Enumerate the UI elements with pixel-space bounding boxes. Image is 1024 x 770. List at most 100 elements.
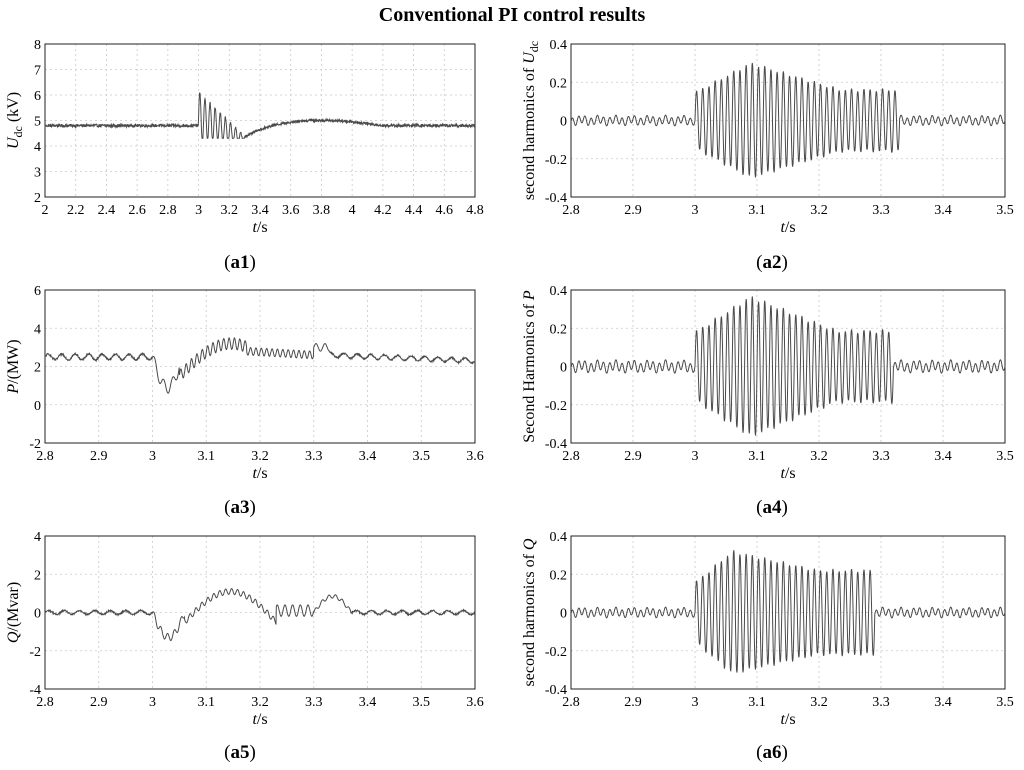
x-tick-label: 2 [42,203,49,218]
x-tick-label: 2.8 [562,203,580,218]
x-tick-label: 4.8 [466,203,484,218]
x-tick-label: 4.6 [436,203,454,218]
y-axis-label: Q/(Mvar) [5,582,22,643]
chart-a4: 2.8 2.9 3 3.1 3.2 3.3 3.4 3.5 -0.4 -0.2 0 0.2 0.4 t/s… [521,284,1014,482]
series-line-a5 [44,588,476,642]
y-tick-label: 0 [34,399,41,414]
x-tick-label: 2.8 [159,203,177,218]
y-tick-label: -0.2 [545,153,567,168]
x-tick-label: 3.2 [251,449,269,464]
chart-a6: 2.8 2.9 3 3.1 3.2 3.3 3.4 3.5 -0.4 -0.2 0 0.2 0.4 t/s… [521,530,1014,728]
x-tick-label: 2.2 [67,203,85,218]
x-tick-label: 2.9 [624,449,642,464]
y-tick-label: 0.4 [550,284,568,299]
caption-a4-label: a4 [762,497,782,518]
y-tick-label: 0.2 [550,322,568,337]
x-tick-label: 3.1 [198,695,216,710]
x-tick-label: 3 [195,203,202,218]
x-tick-label: 2.9 [90,449,108,464]
x-tick-label: 3.4 [251,203,269,218]
caption-a1: (a1) [224,252,256,273]
x-tick-label: 3.2 [221,203,239,218]
x-axis-label: t/s [252,711,267,728]
y-tick-label: 0.2 [550,76,568,91]
y-tick-label: 0 [560,115,567,130]
x-tick-label: 3 [692,449,699,464]
x-tick-label: 4 [349,203,356,218]
x-tick-label: 3.3 [305,449,323,464]
x-tick-label: 2.9 [624,203,642,218]
y-tick-label: 6 [34,284,41,299]
x-tick-label: 3.6 [466,449,484,464]
y-tick-label: -0.4 [545,191,567,206]
x-tick-label: 3.1 [748,203,766,218]
x-tick-label: 3.8 [313,203,331,218]
y-tick-label: 2 [34,568,41,583]
caption-a2-label: a2 [762,252,782,273]
x-tick-label: 3.3 [872,695,890,710]
x-tick-label: 3.5 [996,203,1014,218]
chart-a1: 2 2.2 2.4 2.6 2.8 3 3.2 3.4 3.6 3.8 4 4.2 4.4 4.6 4.8 2… [5,38,484,236]
y-tick-label: 4 [34,322,41,337]
y-tick-label: -4 [29,683,41,698]
y-tick-label: -0.4 [545,683,567,698]
series-line-a3 [44,337,476,394]
caption-a3: (a3) [224,497,256,518]
y-tick-label: 0.2 [550,568,568,583]
caption-a6-label: a6 [762,742,782,763]
chart-a5: 2.8 2.9 3 3.1 3.2 3.3 3.4 3.5 3.6 -4 -2 0 2 4 t/s Q/(Mv… [5,530,484,728]
x-tick-label: 2.8 [36,449,54,464]
x-tick-label: 3.2 [810,449,828,464]
series-line-a6 [570,550,1006,673]
x-tick-label: 2.8 [562,695,580,710]
y-tick-label: 0 [34,607,41,622]
x-tick-label: 3.3 [305,695,323,710]
x-tick-label: 3.3 [872,449,890,464]
series-line-a1 [44,92,476,139]
x-tick-label: 3.6 [282,203,300,218]
caption-a6: (a6) [756,742,788,763]
x-tick-label: 3.6 [466,695,484,710]
y-tick-label: 2 [34,361,41,376]
y-tick-label: 7 [34,64,41,79]
series-line-a2 [570,62,1006,178]
y-axis-label: Udc (kV) [5,92,25,149]
caption-a1-label: a1 [230,252,250,273]
x-tick-label: 3.5 [413,449,431,464]
y-axis-label: second harmonics of Q [521,538,538,686]
caption-a3-label: a3 [230,497,250,518]
x-axis-label: t/s [780,465,795,482]
figure-title: Conventional PI control results [378,4,646,26]
x-tick-label: 2.6 [128,203,146,218]
x-tick-label: 3.2 [810,203,828,218]
x-tick-label: 3.4 [934,449,952,464]
x-tick-label: 3 [692,695,699,710]
y-tick-label: -2 [29,437,41,452]
caption-a4: (a4) [756,497,788,518]
y-tick-label: 4 [34,530,41,545]
y-tick-label: 4 [34,140,41,155]
x-tick-label: 3.5 [996,695,1014,710]
x-tick-label: 3.4 [934,203,952,218]
x-tick-label: 3.1 [198,449,216,464]
y-axis-label: Second Harmonics of P [521,290,538,443]
x-tick-label: 3.4 [359,449,377,464]
y-tick-label: 2 [34,191,41,206]
y-tick-label: 0.4 [550,38,568,53]
y-axis-label: second harmonics of Udc [521,41,541,200]
y-tick-label: -0.4 [545,437,567,452]
plot-frame [44,43,476,198]
x-tick-label: 3 [692,203,699,218]
y-tick-label: 5 [34,115,41,130]
x-tick-label: 3.1 [748,695,766,710]
y-axis-label: P/(MW) [5,339,22,394]
y-tick-label: -0.2 [545,399,567,414]
caption-a5: (a5) [224,742,256,763]
chart-a3: 2.8 2.9 3 3.1 3.2 3.3 3.4 3.5 3.6 -2 0 2 4 6 t/s P/(MW) [5,284,484,482]
x-tick-label: 3 [149,449,156,464]
x-tick-label: 4.2 [374,203,392,218]
y-tick-label: -0.2 [545,645,567,660]
x-tick-label: 3.5 [413,695,431,710]
plot-frame [44,289,476,444]
y-tick-label: 3 [34,166,41,181]
